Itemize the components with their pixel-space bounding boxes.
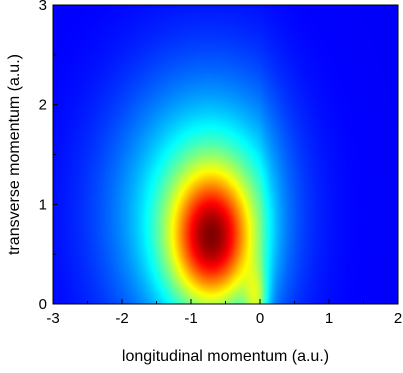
- x-tick-label: -1: [184, 310, 197, 327]
- x-tick-label: -2: [115, 310, 128, 327]
- y-axis-title: transverse momentum (a.u.): [6, 54, 23, 255]
- x-tick-label: 1: [325, 310, 333, 327]
- y-tick-label: 3: [39, 0, 47, 14]
- heatmap-image: [53, 5, 398, 304]
- axes: -3 -2 -1 0 1 2 0 1 2 3: [39, 0, 403, 327]
- y-tick-label: 2: [39, 97, 47, 114]
- x-tick-label: 0: [256, 310, 264, 327]
- x-tick-label: -3: [46, 310, 59, 327]
- y-tick-label: 1: [39, 196, 47, 213]
- x-tick-label: 2: [394, 310, 402, 327]
- y-tick-label: 0: [39, 296, 47, 313]
- x-axis-title: longitudinal momentum (a.u.): [122, 348, 329, 365]
